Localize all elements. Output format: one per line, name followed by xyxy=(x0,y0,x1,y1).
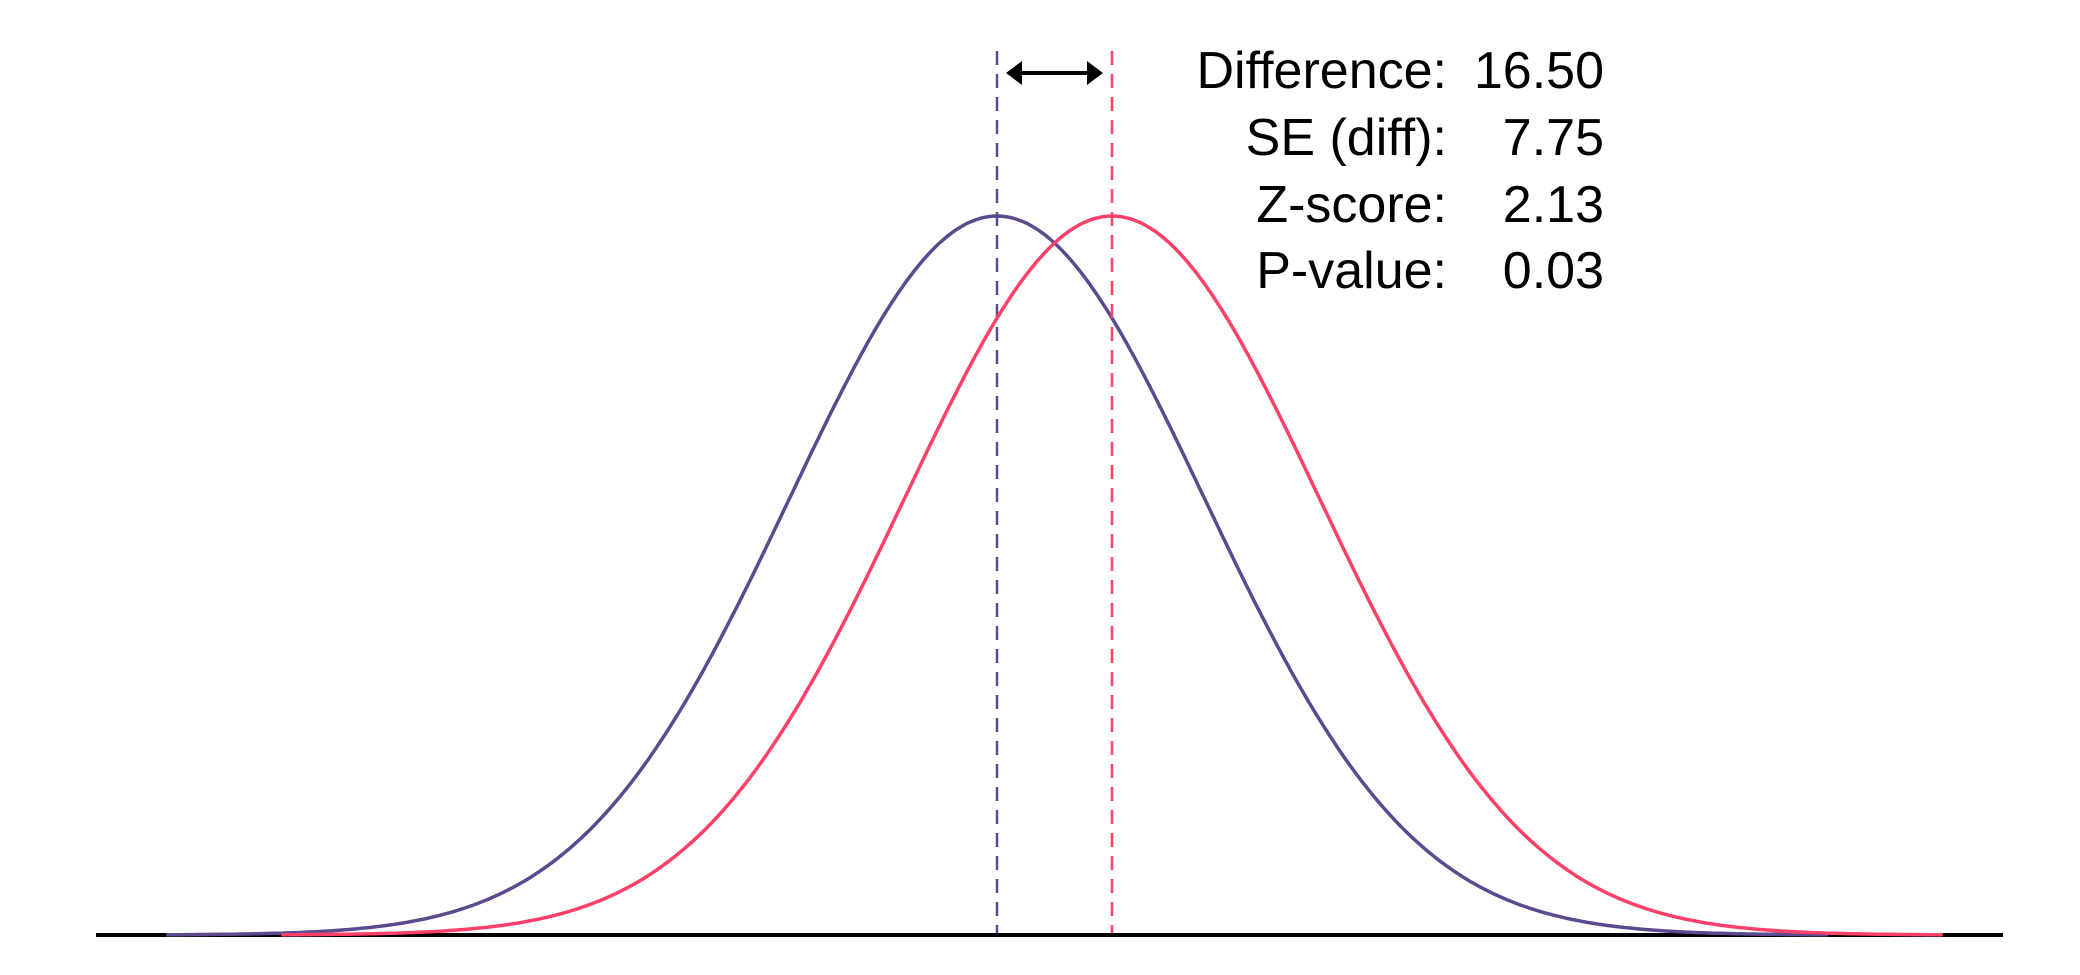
stat-value-pvalue: 0.03 xyxy=(1503,242,1604,300)
difference-arrow xyxy=(1006,61,1103,85)
stat-value-se: 7.75 xyxy=(1503,109,1604,167)
density-curve-1 xyxy=(166,214,1828,937)
stat-label-se: SE (diff): xyxy=(1246,109,1447,167)
arrow-left-head xyxy=(1006,61,1022,85)
stat-label-zscore: Z-score: xyxy=(1256,176,1447,234)
arrow-right-head xyxy=(1087,61,1103,85)
stat-value-difference: 16.50 xyxy=(1474,42,1604,100)
density-curve-2 xyxy=(281,214,1943,937)
stats-block: Difference: 16.50 SE (diff): 7.75 Z-scor… xyxy=(1196,42,1604,300)
stat-label-pvalue: P-value: xyxy=(1256,242,1447,300)
stat-value-zscore: 2.13 xyxy=(1503,176,1604,234)
stat-label-difference: Difference: xyxy=(1196,42,1447,100)
